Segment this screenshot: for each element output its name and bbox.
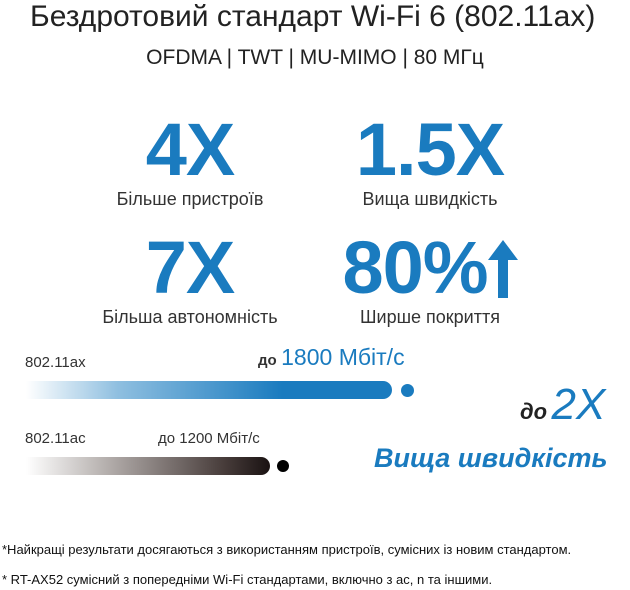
stat-devices: 4X Більше пристроїв [60, 112, 320, 210]
stat-label: Ширше покриття [360, 307, 500, 327]
stat-value: 1.5X [355, 108, 505, 191]
ac-label: 802.11ac [25, 430, 86, 447]
footnote: *Найкращі результати досягаються з викор… [2, 542, 572, 557]
ac-speed-bar [26, 457, 270, 475]
page-subtitle: OFDMA | TWT | MU-MIMO | 80 МГц [146, 46, 484, 69]
ac-dot [277, 460, 289, 472]
footnote: * RT-AX52 сумісний з попередніми Wi-Fi с… [2, 572, 493, 587]
ax-speed-value: 1800 Мбіт/с [281, 344, 405, 370]
arrow-up-icon [487, 240, 518, 298]
stat-label: Більше пристроїв [116, 189, 264, 209]
stat-value: 80% [342, 226, 488, 309]
page-title: Бездротовий стандарт Wi-Fi 6 (802.11ax) [30, 0, 596, 33]
ax-speed: до 1800 Мбіт/с [258, 344, 405, 371]
stat-battery: 7X Більша автономність [60, 230, 320, 328]
ax-speed-bar [26, 381, 392, 399]
stat-label: Більша автономність [102, 307, 278, 327]
ac-speed: до 1200 Мбіт/с [158, 430, 260, 447]
gain-value: 2X [551, 380, 606, 429]
stat-label: Вища швидкість [362, 189, 498, 209]
stat-coverage: 80% Ширше покриття [300, 230, 560, 328]
stat-value: 4X [145, 108, 236, 191]
ax-speed-prefix: до [258, 352, 277, 369]
gain: до 2X [520, 380, 605, 430]
gain-label: Вища швидкість [374, 443, 608, 473]
stat-value: 7X [145, 226, 236, 309]
ax-dot [401, 384, 414, 397]
stat-speed: 1.5X Вища швидкість [300, 112, 560, 210]
ax-label: 802.11ax [25, 354, 86, 371]
gain-prefix: до [520, 399, 548, 424]
